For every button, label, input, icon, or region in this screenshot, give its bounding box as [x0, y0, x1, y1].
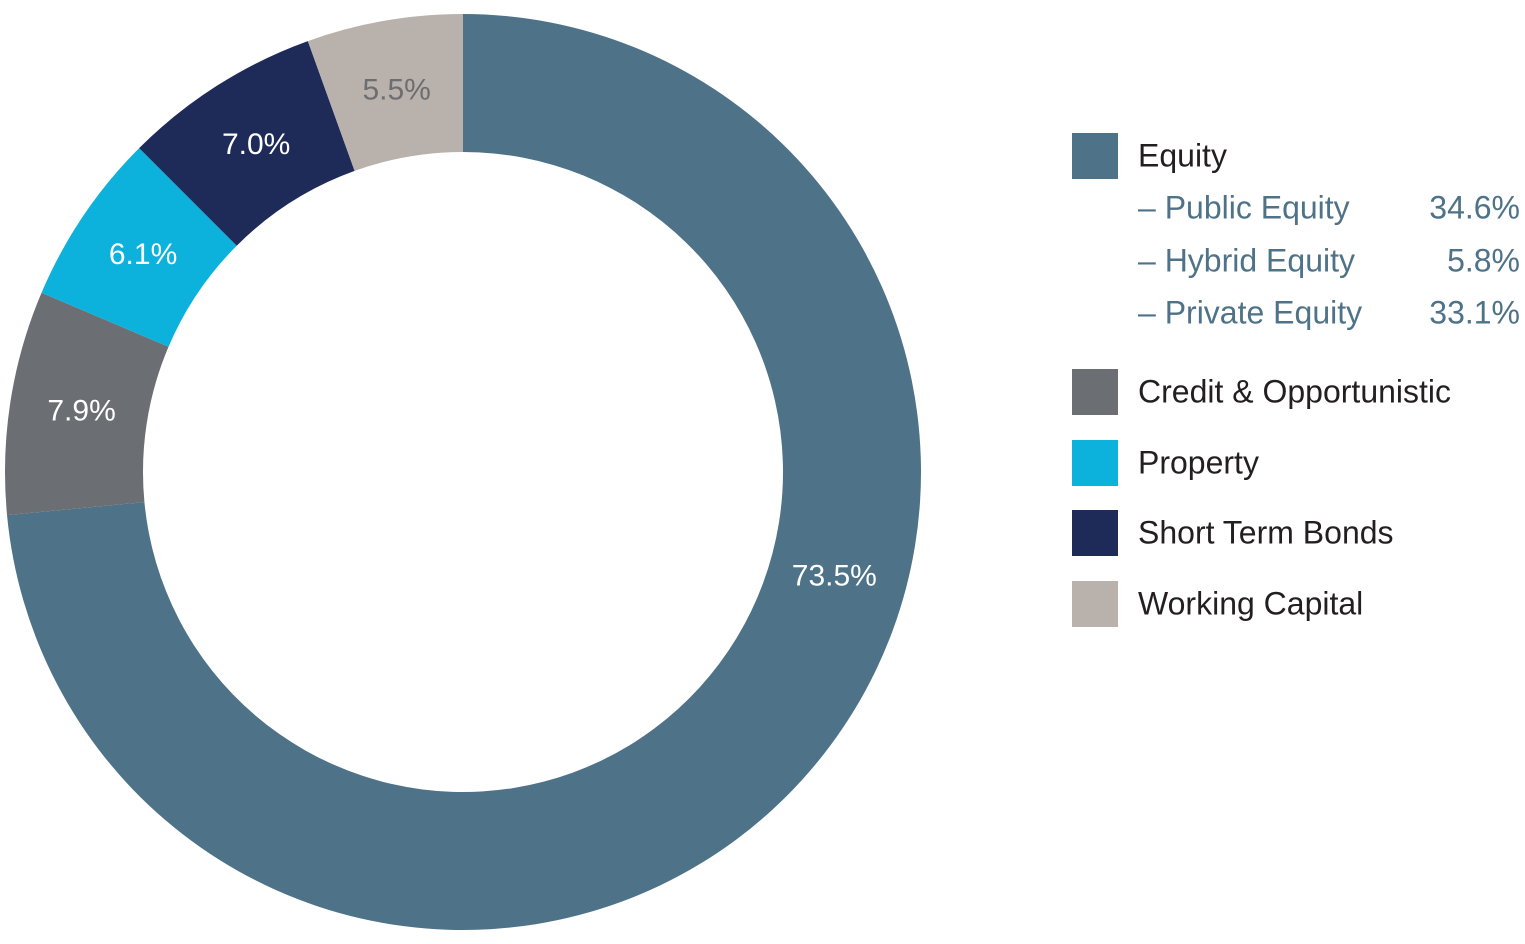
- legend-label: Property: [1138, 444, 1259, 480]
- legend-label: Equity: [1138, 137, 1227, 173]
- data-label: 5.5%: [362, 74, 430, 107]
- data-label: 7.9%: [47, 395, 115, 428]
- legend-swatch: [1072, 133, 1118, 179]
- legend-label: Working Capital: [1138, 585, 1363, 621]
- legend-swatch: [1072, 581, 1118, 627]
- legend-label: Credit & Opportunistic: [1138, 373, 1451, 409]
- breakdown-value: 33.1%: [1429, 294, 1520, 330]
- donut-slice: [41, 148, 237, 347]
- legend-swatch: [1072, 510, 1118, 556]
- breakdown-value: 34.6%: [1429, 189, 1520, 225]
- breakdown-name: – Public Equity: [1138, 189, 1350, 225]
- legend-swatch: [1072, 369, 1118, 415]
- donut-slice: [7, 14, 922, 930]
- data-label: 6.1%: [109, 238, 177, 271]
- breakdown-value: 5.8%: [1447, 242, 1520, 278]
- breakdown-name: – Hybrid Equity: [1138, 242, 1355, 278]
- data-label: 73.5%: [792, 559, 877, 592]
- donut-slice: [307, 13, 463, 171]
- data-label: 7.0%: [222, 128, 290, 161]
- legend-label: Short Term Bonds: [1138, 514, 1394, 550]
- breakdown-name: – Private Equity: [1138, 294, 1362, 330]
- donut-slice: [139, 41, 355, 246]
- donut-slice: [5, 292, 169, 516]
- legend-swatch: [1072, 440, 1118, 486]
